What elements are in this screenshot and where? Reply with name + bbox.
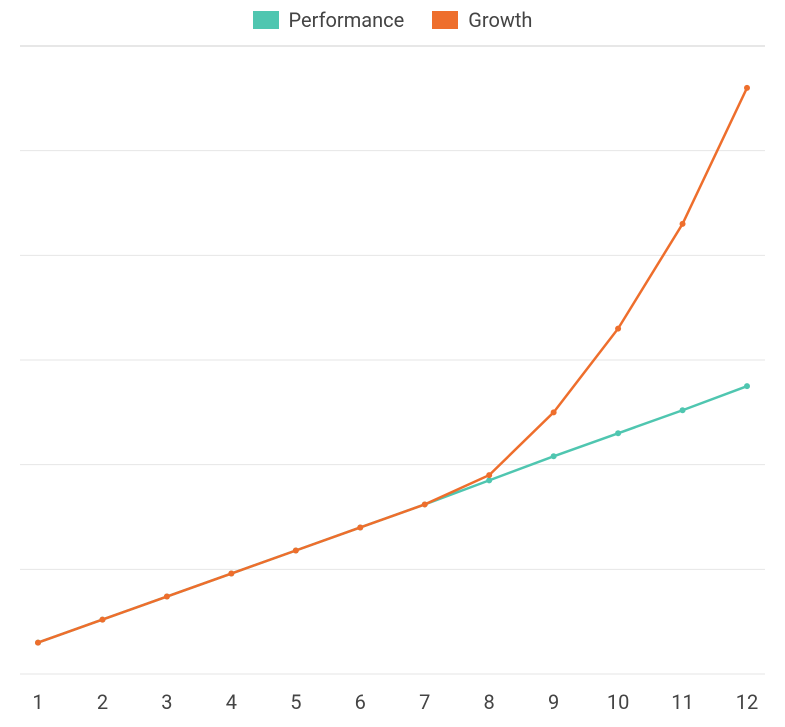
series-line-growth [38,88,747,643]
x-axis-label: 9 [548,690,559,714]
line-chart: PerformanceGrowth 123456789101112 [0,0,785,727]
chart-plot-area [20,40,765,680]
series-point-growth[interactable] [293,547,299,553]
series-point-performance[interactable] [551,453,557,459]
series-point-growth[interactable] [486,472,492,478]
legend-swatch [432,11,458,29]
x-axis-label: 2 [97,690,108,714]
legend-swatch [253,11,279,29]
series-point-performance[interactable] [486,477,492,483]
x-axis-label: 11 [671,690,693,714]
chart-legend: Performance Growth [0,8,785,32]
series-point-growth[interactable] [422,501,428,507]
series-point-growth[interactable] [228,571,234,577]
legend-item-performance[interactable]: Performance [253,8,405,32]
legend-item-growth[interactable]: Growth [432,8,532,32]
series-point-performance[interactable] [615,430,621,436]
series-point-performance[interactable] [744,383,750,389]
x-axis-label: 5 [290,690,301,714]
x-axis-label: 6 [355,690,366,714]
x-axis-label: 10 [607,690,629,714]
legend-label: Performance [289,8,405,32]
x-axis-label: 3 [161,690,172,714]
series-point-growth[interactable] [357,524,363,530]
series-point-growth[interactable] [99,617,105,623]
x-axis-label: 12 [736,690,758,714]
series-point-growth[interactable] [680,221,686,227]
legend-label: Growth [468,8,532,32]
x-axis-label: 1 [32,690,43,714]
chart-x-axis-labels: 123456789101112 [20,690,765,720]
series-point-performance[interactable] [680,407,686,413]
series-point-growth[interactable] [615,326,621,332]
x-axis-label: 7 [419,690,430,714]
series-point-growth[interactable] [35,640,41,646]
series-point-growth[interactable] [164,594,170,600]
series-point-growth[interactable] [744,85,750,91]
x-axis-label: 4 [226,690,237,714]
x-axis-label: 8 [484,690,495,714]
series-point-growth[interactable] [551,409,557,415]
